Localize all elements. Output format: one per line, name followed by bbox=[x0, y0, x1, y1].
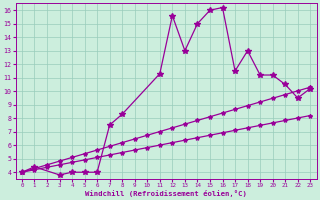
X-axis label: Windchill (Refroidissement éolien,°C): Windchill (Refroidissement éolien,°C) bbox=[85, 190, 247, 197]
